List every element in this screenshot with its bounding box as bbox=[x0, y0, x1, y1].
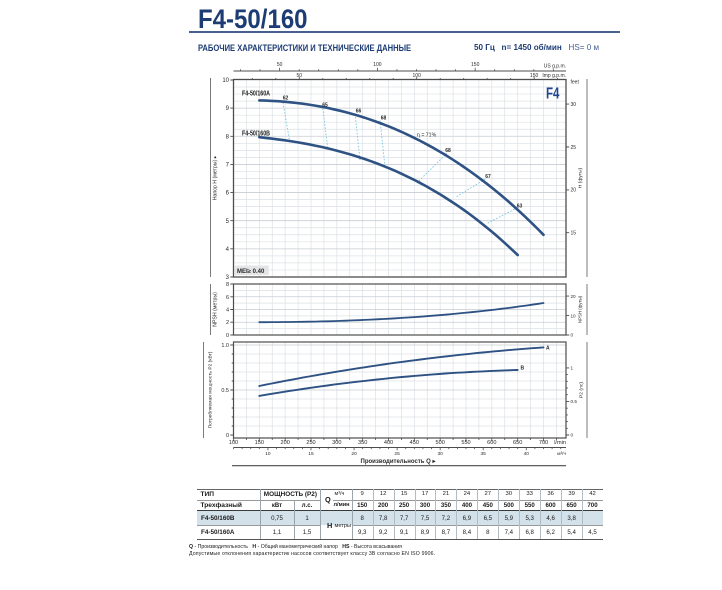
svg-text:NPSH (метры): NPSH (метры) bbox=[213, 292, 219, 327]
svg-text:Производительность Q ▸: Производительность Q ▸ bbox=[361, 459, 437, 465]
svg-text:20: 20 bbox=[571, 188, 577, 194]
svg-text:68: 68 bbox=[381, 116, 387, 122]
svg-text:feet: feet bbox=[571, 80, 580, 86]
svg-text:м³/ч: м³/ч bbox=[557, 451, 566, 457]
svg-text:10: 10 bbox=[265, 451, 271, 457]
svg-text:550: 550 bbox=[461, 440, 470, 446]
svg-text:5: 5 bbox=[226, 219, 230, 225]
svg-text:62: 62 bbox=[283, 96, 289, 102]
svg-text:450: 450 bbox=[410, 440, 419, 446]
svg-text:15: 15 bbox=[571, 231, 577, 237]
svg-text:650: 650 bbox=[513, 440, 522, 446]
svg-text:F4: F4 bbox=[546, 86, 559, 103]
svg-text:100: 100 bbox=[373, 62, 382, 68]
svg-text:66: 66 bbox=[356, 109, 362, 115]
svg-text:25: 25 bbox=[571, 145, 577, 151]
svg-text:35: 35 bbox=[481, 451, 487, 457]
svg-text:150: 150 bbox=[471, 62, 480, 68]
svg-text:8: 8 bbox=[226, 282, 229, 288]
svg-text:100: 100 bbox=[229, 440, 238, 446]
svg-text:500: 500 bbox=[436, 440, 445, 446]
svg-text:P2 (лс): P2 (лс) bbox=[579, 382, 585, 398]
svg-text:40: 40 bbox=[524, 451, 530, 457]
svg-text:A: A bbox=[546, 346, 550, 352]
svg-text:6: 6 bbox=[226, 191, 230, 197]
svg-text:2: 2 bbox=[226, 320, 229, 326]
svg-text:0: 0 bbox=[226, 333, 229, 339]
svg-text:50: 50 bbox=[277, 62, 283, 68]
svg-text:10: 10 bbox=[571, 313, 577, 318]
svg-text:F4-50/160A: F4-50/160A bbox=[242, 90, 270, 97]
svg-text:3: 3 bbox=[226, 275, 230, 281]
svg-text:F4-50/160B: F4-50/160B bbox=[242, 130, 270, 137]
svg-text:63: 63 bbox=[517, 204, 523, 210]
svg-text:200: 200 bbox=[281, 440, 290, 446]
svg-text:350: 350 bbox=[358, 440, 367, 446]
svg-text:0: 0 bbox=[571, 433, 574, 438]
svg-text:H (футы): H (футы) bbox=[578, 167, 584, 188]
svg-text:20: 20 bbox=[351, 451, 357, 457]
svg-text:68: 68 bbox=[445, 148, 451, 154]
svg-text:9: 9 bbox=[226, 106, 230, 112]
svg-text:30: 30 bbox=[438, 451, 444, 457]
svg-text:1.0: 1.0 bbox=[221, 343, 229, 349]
svg-text:20: 20 bbox=[571, 294, 577, 299]
svg-text:30: 30 bbox=[571, 102, 577, 108]
svg-text:B: B bbox=[521, 366, 525, 372]
svg-text:700: 700 bbox=[539, 440, 548, 446]
svg-text:65: 65 bbox=[322, 103, 328, 109]
svg-text:600: 600 bbox=[487, 440, 496, 446]
svg-text:25: 25 bbox=[394, 451, 400, 457]
svg-text:10: 10 bbox=[222, 78, 229, 84]
svg-text:0.5: 0.5 bbox=[571, 399, 578, 404]
svg-text:100: 100 bbox=[413, 73, 422, 79]
svg-text:Imp g.p.m.: Imp g.p.m. bbox=[542, 73, 566, 79]
svg-text:η = 71%: η = 71% bbox=[417, 133, 437, 139]
svg-text:1: 1 bbox=[571, 366, 574, 371]
svg-text:0: 0 bbox=[571, 333, 574, 338]
svg-text:l/min: l/min bbox=[554, 440, 566, 446]
svg-text:0.5: 0.5 bbox=[221, 388, 229, 394]
svg-text:Напор H (метры) ▸: Напор H (метры) ▸ bbox=[213, 155, 219, 200]
svg-text:67: 67 bbox=[485, 174, 491, 180]
svg-text:MEI≥ 0.40: MEI≥ 0.40 bbox=[237, 269, 265, 275]
svg-text:6: 6 bbox=[226, 295, 229, 301]
svg-text:7: 7 bbox=[226, 163, 230, 169]
svg-text:Потребляемая мощность P2 (кВт): Потребляемая мощность P2 (кВт) bbox=[208, 351, 214, 428]
svg-text:US g.p.m.: US g.p.m. bbox=[544, 64, 566, 70]
svg-text:4: 4 bbox=[226, 247, 230, 253]
svg-text:250: 250 bbox=[306, 440, 315, 446]
svg-text:NPSH (футы): NPSH (футы) bbox=[578, 295, 583, 323]
svg-text:8: 8 bbox=[226, 134, 230, 140]
svg-text:15: 15 bbox=[308, 451, 314, 457]
svg-text:150: 150 bbox=[255, 440, 264, 446]
svg-text:4: 4 bbox=[226, 308, 229, 314]
svg-text:300: 300 bbox=[332, 440, 341, 446]
svg-text:50: 50 bbox=[297, 73, 303, 79]
svg-text:0: 0 bbox=[226, 433, 229, 439]
svg-text:150: 150 bbox=[530, 73, 539, 79]
svg-text:400: 400 bbox=[384, 440, 393, 446]
